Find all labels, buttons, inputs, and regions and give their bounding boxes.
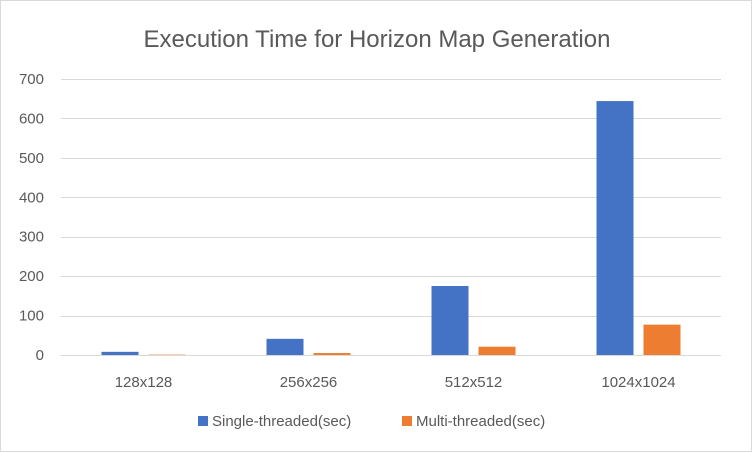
x-category-label: 512x512 [445,374,503,391]
y-tick-label: 500 [19,150,44,167]
y-tick-label: 600 [19,110,44,127]
legend-label-single-threaded: Single-threaded(sec) [212,413,351,430]
bar-multi-threaded-1024x1024 [643,324,681,355]
y-tick-label: 700 [19,71,44,88]
y-tick-label: 300 [19,229,44,246]
legend: Single-threaded(sec) Multi-threaded(sec) [198,413,545,430]
y-tick-label: 0 [36,347,44,364]
legend-swatch-single-threaded [198,416,208,426]
bars [101,101,681,355]
chart-title: Execution Time for Horizon Map Generatio… [144,26,611,53]
legend-label-multi-threaded: Multi-threaded(sec) [416,413,545,430]
y-tick-label: 100 [19,308,44,325]
gridlines [61,79,721,356]
y-tick-label: 400 [19,189,44,206]
bar-single-threaded-512x512 [431,286,469,355]
y-axis-ticks: 0 100 200 300 400 500 600 700 [19,71,44,364]
bar-multi-threaded-256x256 [313,353,351,355]
bar-single-threaded-256x256 [266,338,304,355]
bar-multi-threaded-512x512 [478,346,516,355]
y-tick-label: 200 [19,268,44,285]
x-category-label: 256x256 [280,374,338,391]
x-axis-categories: 128x128 256x256 512x512 1024x1024 [115,374,676,391]
bar-single-threaded-1024x1024 [596,101,634,355]
legend-swatch-multi-threaded [402,416,412,426]
bar-single-threaded-128x128 [101,351,139,355]
x-category-label: 1024x1024 [601,374,675,391]
x-category-label: 128x128 [115,374,173,391]
